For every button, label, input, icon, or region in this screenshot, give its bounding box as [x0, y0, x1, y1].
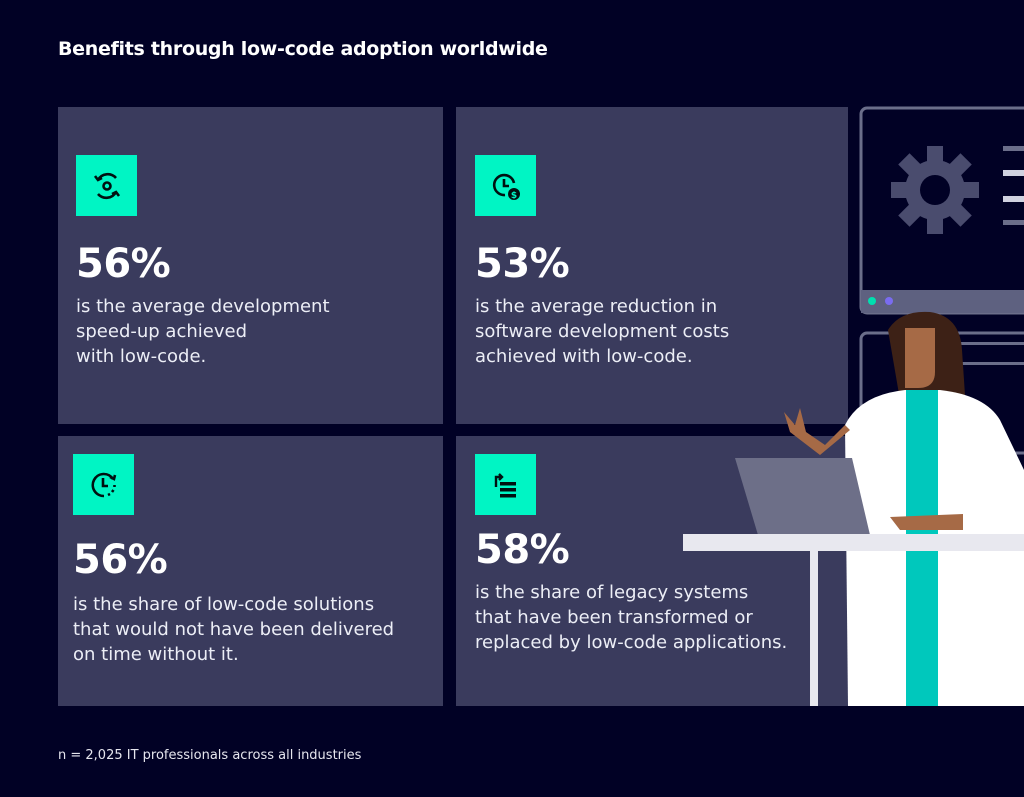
- stat-value: 53%: [475, 241, 570, 287]
- desc-line: is the share of legacy systems: [475, 582, 749, 603]
- stat-description: is the average development speed-up achi…: [76, 294, 330, 369]
- desc-line: with low-code.: [76, 346, 207, 367]
- desc-line: is the share of low-code solutions: [73, 594, 375, 615]
- stat-card-cost-reduction: $ 53% is the average reduction in softwa…: [456, 107, 848, 424]
- sample-size-footnote: n = 2,025 IT professionals across all in…: [58, 748, 362, 763]
- desc-line: is the average development: [76, 296, 330, 317]
- clock-dollar-icon: $: [475, 155, 536, 216]
- desc-line: speed-up achieved: [76, 321, 247, 342]
- stat-card-dev-speed: 56% is the average development speed-up …: [58, 107, 443, 424]
- gear-icon: [891, 146, 979, 234]
- woman-figure: [683, 311, 1024, 706]
- stat-value: 56%: [73, 537, 168, 583]
- stat-value: 56%: [76, 241, 171, 287]
- stat-description: is the share of low-code solutions that …: [73, 592, 394, 667]
- page-title: Benefits through low-code adoption world…: [58, 38, 548, 60]
- stat-description: is the average reduction in software dev…: [475, 294, 729, 369]
- desc-line: that would not have been delivered: [73, 619, 395, 640]
- svg-text:$: $: [510, 191, 516, 201]
- stat-description: is the share of legacy systems that have…: [475, 580, 787, 655]
- stat-card-on-time: 56% is the share of low-code solutions t…: [58, 436, 443, 706]
- clock-refresh-icon: [73, 454, 134, 515]
- desc-line: that have been transformed or: [475, 607, 753, 628]
- desc-line: on time without it.: [73, 644, 239, 665]
- desc-line: software development costs: [475, 321, 730, 342]
- cycle-gear-icon: [76, 155, 137, 216]
- transform-list-icon: [475, 454, 536, 515]
- stat-value: 58%: [475, 527, 570, 573]
- desc-line: is the average reduction in: [475, 296, 718, 317]
- desc-line: replaced by low-code applications.: [475, 632, 788, 653]
- desc-line: achieved with low-code.: [475, 346, 693, 367]
